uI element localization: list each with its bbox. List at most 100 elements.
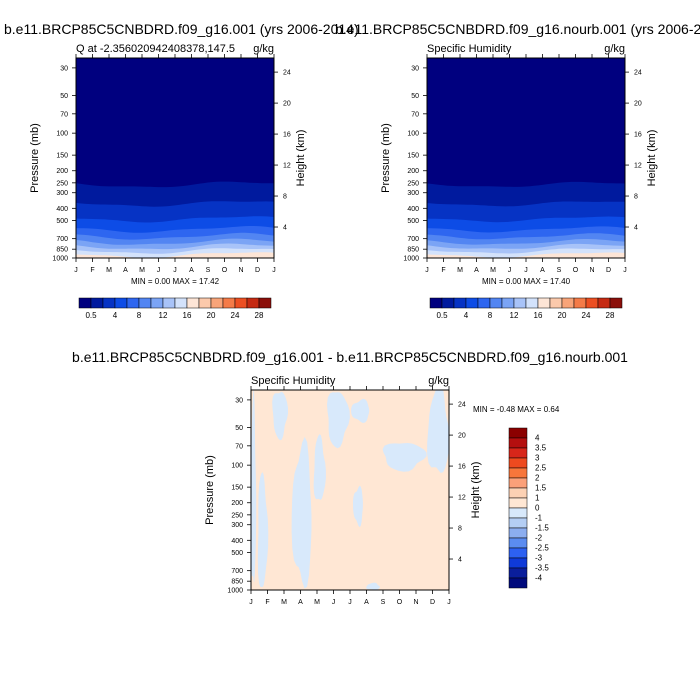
y-right-tick-label: 4	[634, 225, 638, 232]
x-tick-label: J	[348, 599, 352, 606]
x-tick-label: O	[397, 599, 403, 606]
y-tick-label: 50	[235, 425, 243, 432]
colorbar-label: 0	[535, 504, 540, 513]
colorbar-swatch	[508, 477, 528, 489]
colorbar-label: 1.5	[535, 484, 547, 493]
x-tick-label: J	[272, 267, 276, 274]
y-tick-label: 200	[56, 168, 68, 175]
x-tick-label: M	[139, 267, 145, 274]
x-tick-label: N	[238, 267, 243, 274]
y-right-tick-label: 8	[634, 194, 638, 201]
x-tick-label: N	[413, 599, 418, 606]
contour-fill-negative	[382, 443, 427, 472]
colorbar-swatch	[508, 537, 528, 549]
colorbar-swatch	[508, 547, 528, 559]
colorbar-label: -2.5	[535, 544, 549, 553]
panel-subtitle-right: g/kg	[428, 375, 449, 387]
colorbar-swatch	[222, 297, 236, 309]
contour-band	[427, 252, 625, 258]
y-tick-label: 70	[235, 443, 243, 450]
y-right-tick-label: 4	[458, 557, 462, 564]
y-tick-label: 500	[231, 550, 243, 557]
colorbar-swatch	[597, 297, 611, 309]
colorbar-label: -4	[535, 574, 543, 583]
x-tick-label: J	[524, 267, 528, 274]
colorbar-swatch	[90, 297, 104, 309]
x-tick-label: O	[573, 267, 579, 274]
colorbar-swatch	[508, 457, 528, 469]
x-tick-label: S	[206, 267, 211, 274]
colorbar-swatch	[508, 437, 528, 449]
colorbar-swatch	[174, 297, 188, 309]
colorbar-swatch	[508, 487, 528, 499]
colorbar-swatch	[150, 297, 164, 309]
y-tick-label: 30	[411, 65, 419, 72]
colorbar-swatch	[537, 297, 551, 309]
x-tick-label: J	[332, 599, 336, 606]
colorbar-label: -1.5	[535, 524, 549, 533]
colorbar-label: -3	[535, 554, 543, 563]
colorbar-label: 4	[535, 434, 540, 443]
y-tick-label: 1000	[403, 256, 419, 263]
y-axis-label: Pressure (mb)	[29, 123, 41, 193]
y-tick-label: 70	[411, 111, 419, 118]
x-tick-label: S	[557, 267, 562, 274]
x-tick-label: D	[430, 599, 435, 606]
colorbar-swatch	[508, 577, 528, 589]
colorbar-swatch	[186, 297, 200, 309]
colorbar-swatch	[162, 297, 176, 309]
contour-fill-negative	[257, 472, 269, 587]
colorbar-swatch	[501, 297, 515, 309]
x-tick-label: F	[441, 267, 445, 274]
colorbar-label: 24	[231, 311, 240, 320]
y-tick-label: 70	[60, 111, 68, 118]
y-tick-label: 700	[407, 236, 419, 243]
colorbar-swatch	[508, 557, 528, 569]
y-axis-right-label: Height (km)	[646, 130, 658, 187]
colorbar-swatch	[508, 467, 528, 479]
colorbar-swatch	[210, 297, 224, 309]
stats-label: MIN = -0.48 MAX = 0.64	[473, 405, 560, 414]
contour-fill-negative	[272, 391, 288, 441]
y-tick-label: 300	[407, 190, 419, 197]
y-axis-right-label: Height (km)	[295, 130, 307, 187]
colorbar-swatch	[138, 297, 152, 309]
colorbar-label: 16	[534, 311, 543, 320]
colorbar-label: 2.5	[535, 464, 547, 473]
y-tick-label: 850	[231, 579, 243, 586]
y-axis-label: Pressure (mb)	[380, 123, 392, 193]
colorbar-swatch	[258, 297, 272, 309]
x-tick-label: A	[298, 599, 303, 606]
colorbar-swatch	[573, 297, 587, 309]
y-tick-label: 30	[60, 65, 68, 72]
x-tick-label: O	[222, 267, 228, 274]
x-tick-label: J	[447, 599, 451, 606]
colorbar-swatch	[561, 297, 575, 309]
panel-subtitle-left: Specific Humidity	[427, 43, 512, 55]
y-tick-label: 850	[56, 247, 68, 254]
colorbar-label: 20	[207, 311, 216, 320]
x-tick-label: J	[425, 267, 429, 274]
x-tick-label: J	[157, 267, 161, 274]
x-tick-label: J	[249, 599, 253, 606]
colorbar-swatch	[429, 297, 443, 309]
colorbar-label: 3.5	[535, 444, 547, 453]
y-right-tick-label: 8	[458, 526, 462, 533]
y-tick-label: 100	[407, 131, 419, 138]
colorbar-swatch	[508, 527, 528, 539]
y-tick-label: 500	[407, 218, 419, 225]
colorbar-label: -1	[535, 514, 543, 523]
y-tick-label: 400	[56, 206, 68, 213]
colorbar-swatch	[549, 297, 563, 309]
y-tick-label: 250	[231, 512, 243, 519]
contour-fill-negative	[366, 582, 380, 590]
colorbar-label: 2	[535, 474, 540, 483]
colorbar-label: 16	[183, 311, 192, 320]
y-right-tick-label: 4	[283, 225, 287, 232]
colorbar-swatch	[508, 497, 528, 509]
colorbar-swatch	[508, 507, 528, 519]
stats-label: MIN = 0.00 MAX = 17.40	[482, 277, 571, 286]
colorbar-swatch	[453, 297, 467, 309]
colorbar-swatch	[525, 297, 539, 309]
